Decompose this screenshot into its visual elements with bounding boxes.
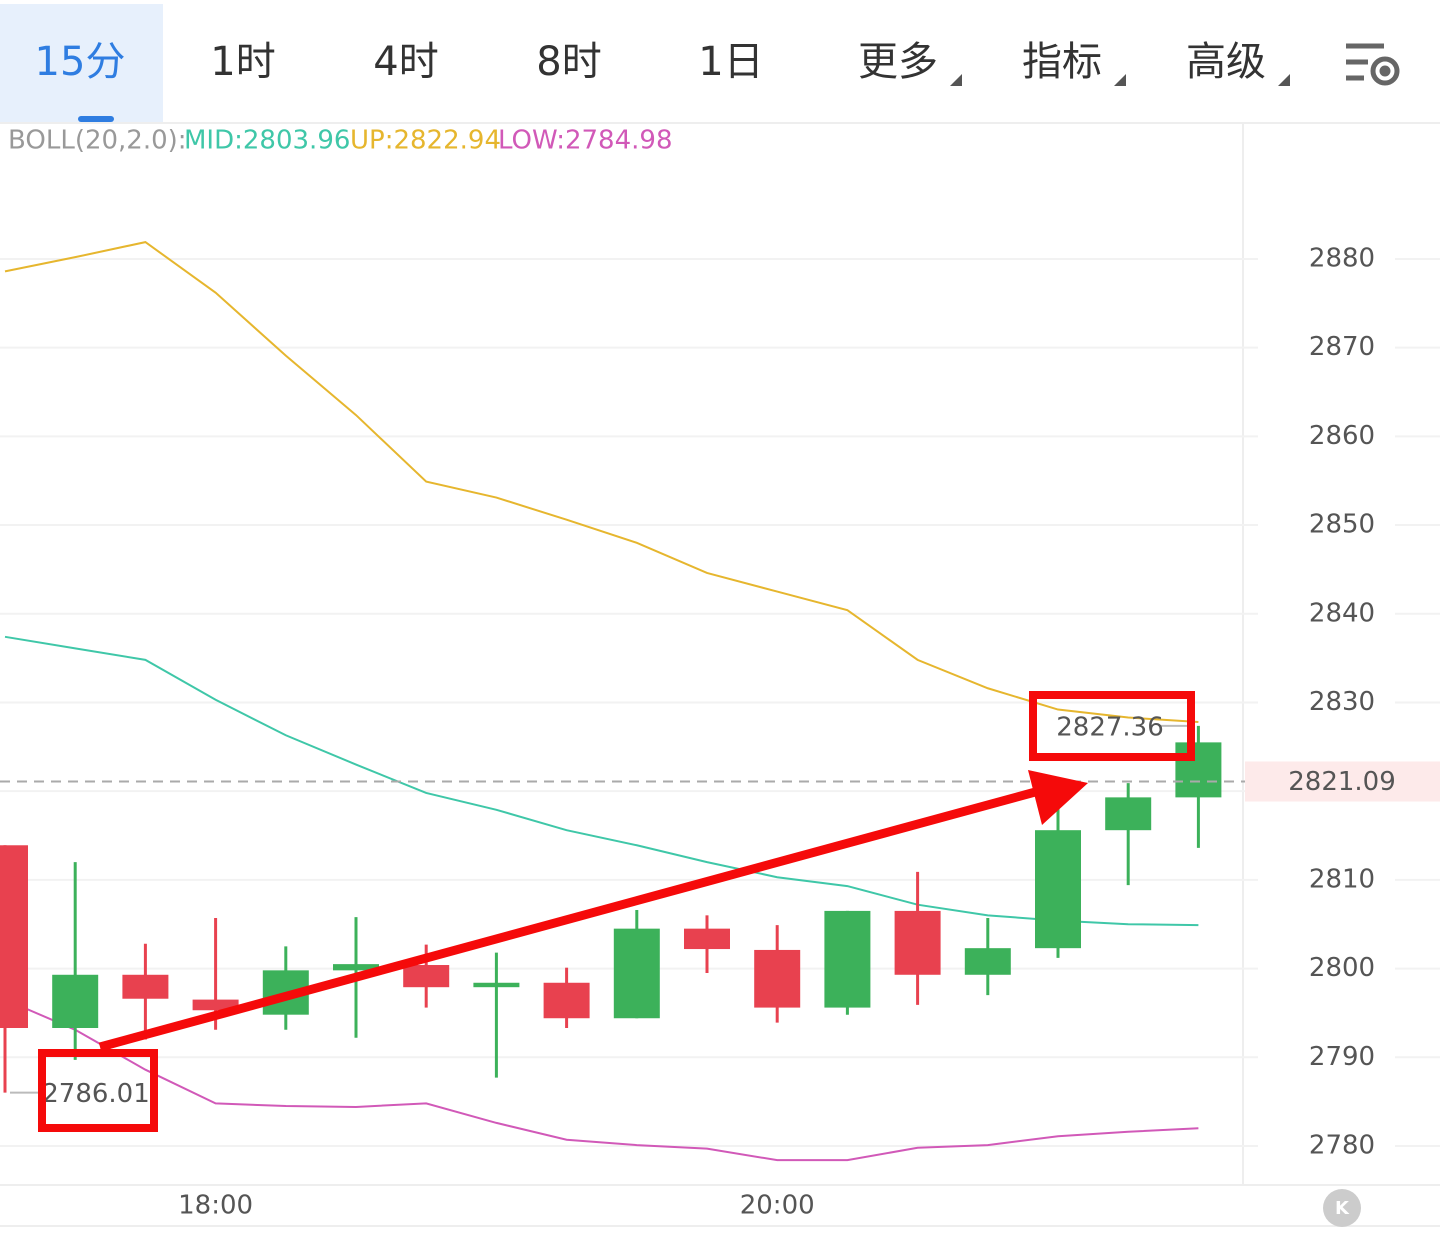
min-label: 2786.01 [42,1079,150,1109]
y-tick-label: 2850 [1309,510,1375,540]
candle-body [473,982,520,988]
boll-line [4,241,1199,723]
tab[interactable]: 高级 [1186,39,1266,85]
candle-body [964,948,1011,975]
last-price-bg [1245,761,1440,802]
settings-icon[interactable] [1346,43,1400,86]
y-tick-label: 2830 [1309,687,1375,717]
dropdown-caret [950,74,962,86]
candle-body [1035,830,1081,949]
boll-line [4,635,1199,927]
tab[interactable]: 4时 [373,39,438,85]
tab-bar: 15分 1时 4时 8时 1日 更多 指标 高级 [35,39,1400,86]
annotations [38,691,1195,1132]
candle-body [1175,742,1222,798]
dropdown-caret [1278,74,1290,86]
y-tick-label: 2870 [1309,332,1375,362]
candle-body [403,965,450,988]
legend-entry: LOW:2784.98 [498,126,672,156]
boll-line [4,998,1199,1162]
candle-body [543,982,590,1019]
candle-body [122,974,169,999]
tab[interactable]: 15分 [35,39,126,85]
indicator-name: BOLL(20,2.0): [8,126,187,156]
highlight-box [38,1049,158,1132]
arrow-shaft [98,783,1052,1052]
tab[interactable]: 1日 [698,39,763,85]
y-tick-label: 2780 [1309,1130,1375,1160]
reset-button[interactable]: K [1323,1189,1361,1227]
x-tick-label: 18:00 [178,1191,253,1221]
candles [0,725,1222,1093]
candle-body [192,999,239,1011]
labels: 2780279028002810282028302840285028602870… [0,243,1440,1221]
candle-body [1105,797,1152,831]
y-tick-label: 2840 [1309,598,1375,628]
candle-body [613,928,660,1019]
tab[interactable]: 指标 [1022,39,1102,85]
candle-body [52,974,99,1028]
arrow-head [1028,770,1088,825]
tab[interactable]: 更多 [858,39,938,85]
candle-body [0,845,28,1028]
candle-body [894,910,941,975]
max-label: 2827.36 [1056,712,1164,742]
candle-body [824,910,871,1008]
y-tick-label: 2810 [1309,864,1375,894]
y-tick-label: 2790 [1309,1042,1375,1072]
y-tick-label: 2860 [1309,421,1375,451]
active-tab-bg [0,4,163,122]
x-tick-label: 20:00 [740,1191,815,1221]
candle-body [684,928,730,950]
legend-entry: MID:2803.96 [184,126,350,156]
active-tab-indicator [78,116,114,122]
legend-entry: UP:2822.94 [350,126,501,156]
tab[interactable]: 8时 [536,39,601,85]
last-price-label: 2821.09 [1288,767,1396,797]
dropdown-caret [1114,74,1126,86]
svg-text:K: K [1335,1198,1350,1219]
tab[interactable]: 1时 [210,39,275,85]
candle-body [754,949,801,1008]
highlight-box [1029,691,1195,761]
y-tick-label: 2800 [1309,953,1375,983]
candle-body [333,964,379,971]
boll-lines [4,241,1199,1162]
y-tick-label: 2880 [1309,243,1375,273]
